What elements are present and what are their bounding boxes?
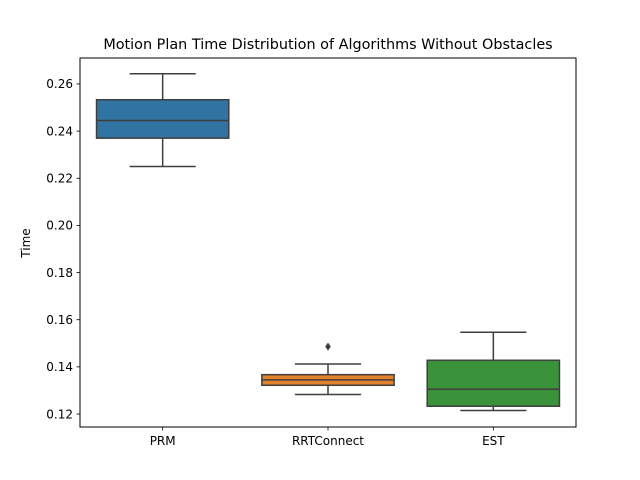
x-tick-label-prm: PRM xyxy=(150,434,176,448)
box-prm xyxy=(95,98,230,139)
y-tick-label: 0.20 xyxy=(46,219,73,233)
y-tick-label: 0.14 xyxy=(46,360,73,374)
y-tick-label: 0.12 xyxy=(46,407,73,421)
x-tick-label-rrtconnect: RRTConnect xyxy=(292,434,364,448)
y-tick-label: 0.22 xyxy=(46,172,73,186)
chart-title: Motion Plan Time Distribution of Algorit… xyxy=(103,37,552,53)
x-tick-label-est: EST xyxy=(482,434,505,448)
y-tick-label: 0.16 xyxy=(46,313,73,327)
y-tick-label: 0.24 xyxy=(46,124,73,138)
y-tick-label: 0.18 xyxy=(46,266,73,280)
y-axis-label: Time xyxy=(19,228,33,258)
box-est xyxy=(426,359,561,408)
axes-frame xyxy=(79,57,577,428)
y-tick-label: 0.26 xyxy=(46,77,73,91)
outlier-rrtconnect xyxy=(325,342,331,351)
plot-area: 0.12 0.14 0.16 0.18 0.20 0.22 0.24 0.26 PRM RRTCo… xyxy=(46,73,561,448)
